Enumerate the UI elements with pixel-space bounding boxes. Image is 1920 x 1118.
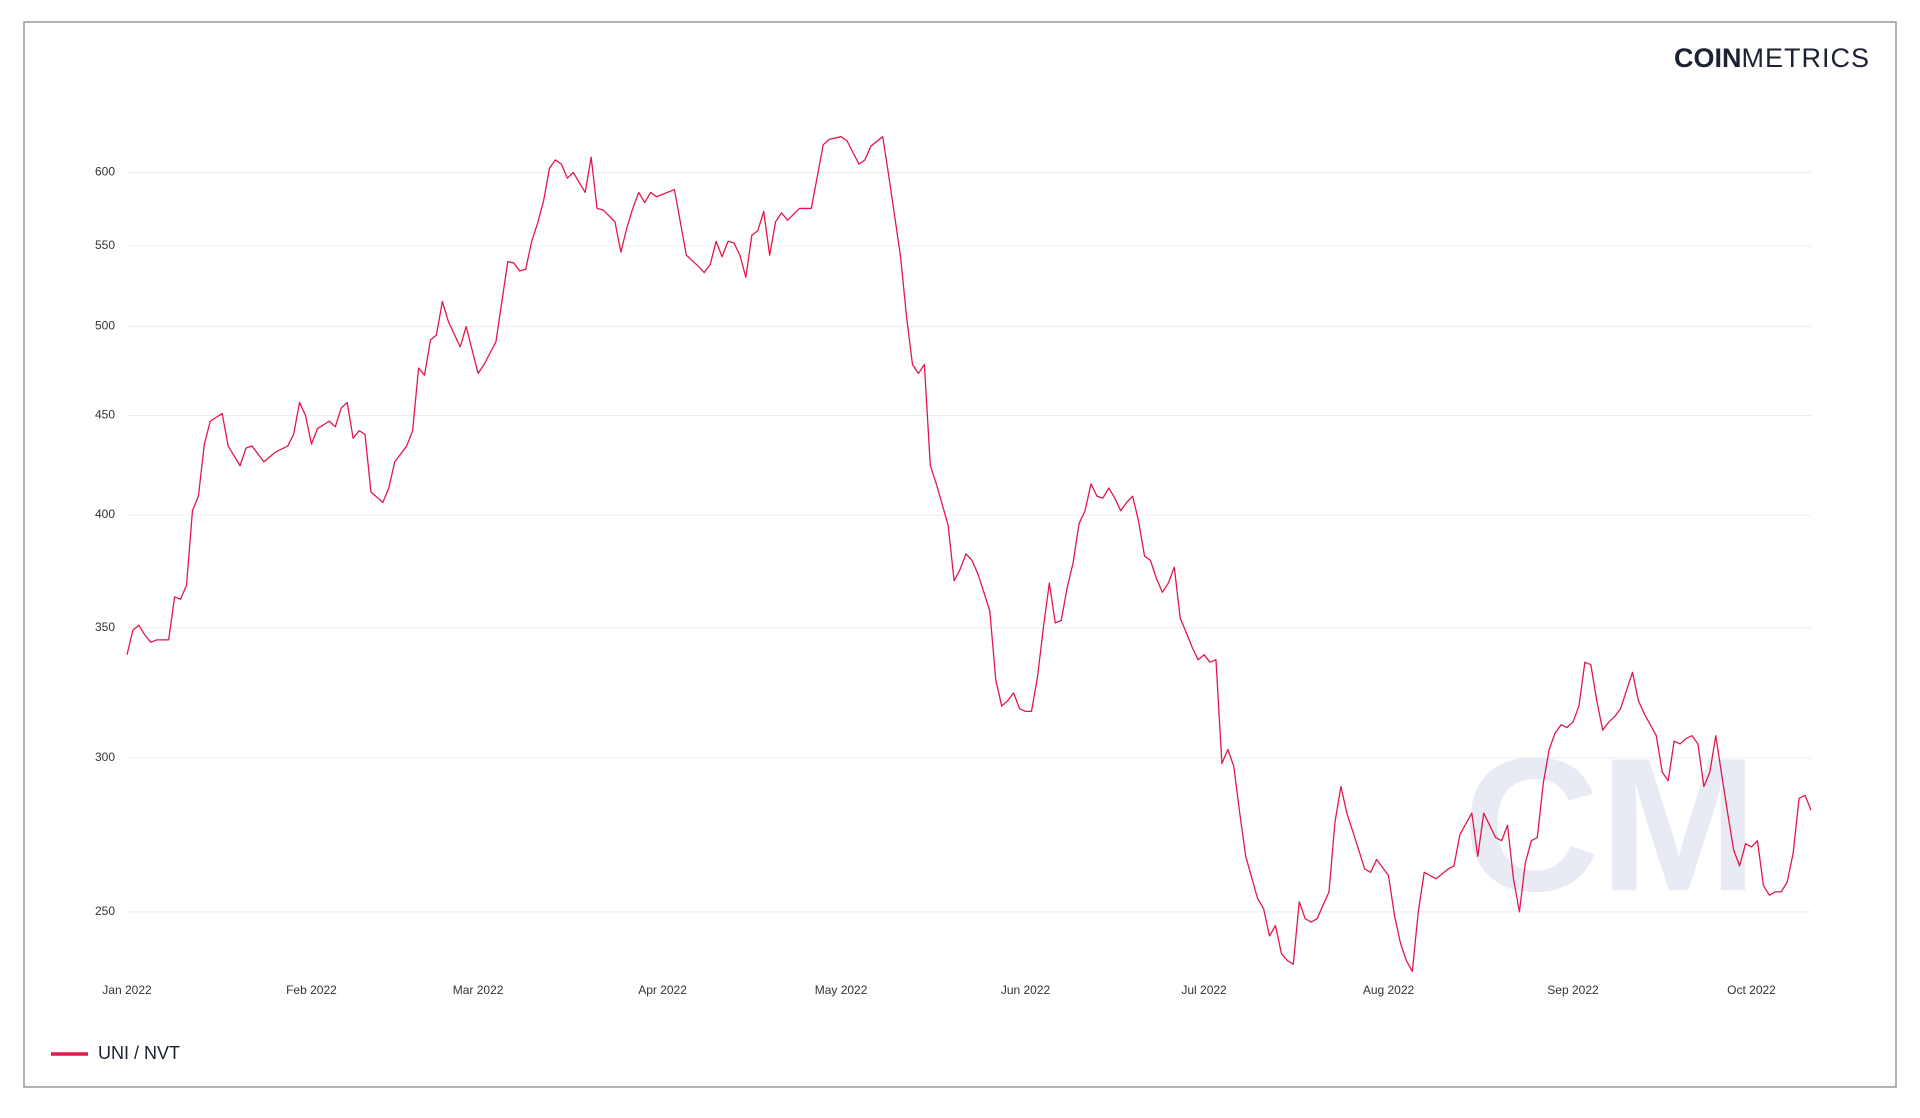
watermark: CM — [1462, 719, 1757, 931]
y-tick-label: 550 — [95, 238, 115, 252]
x-tick-label: Jul 2022 — [1181, 983, 1227, 997]
data-line — [126, 136, 1812, 973]
x-tick-label: Mar 2022 — [453, 983, 504, 997]
brand-logo: COINMETRICS — [1674, 43, 1870, 73]
x-tick-label: Apr 2022 — [638, 983, 687, 997]
y-tick-label: 400 — [95, 507, 115, 521]
y-tick-label: 450 — [95, 408, 115, 422]
brand-bold: COIN — [1674, 43, 1742, 73]
x-tick-label: Jun 2022 — [1001, 983, 1051, 997]
y-tick-label: 250 — [95, 904, 115, 918]
x-tick-label: Feb 2022 — [286, 983, 337, 997]
x-tick-label: Aug 2022 — [1363, 983, 1415, 997]
y-tick-label: 500 — [95, 319, 115, 333]
x-tick-label: Sep 2022 — [1547, 983, 1599, 997]
y-tick-label: 350 — [95, 620, 115, 634]
legend-label: UNI / NVT — [98, 1043, 180, 1063]
x-tick-label: May 2022 — [815, 983, 868, 997]
y-tick-label: 300 — [95, 750, 115, 764]
y-tick-label: 600 — [95, 165, 115, 179]
brand-light: METRICS — [1742, 43, 1871, 73]
frame — [23, 21, 1897, 1088]
x-tick-label: Jan 2022 — [102, 983, 152, 997]
x-tick-label: Oct 2022 — [1727, 983, 1776, 997]
